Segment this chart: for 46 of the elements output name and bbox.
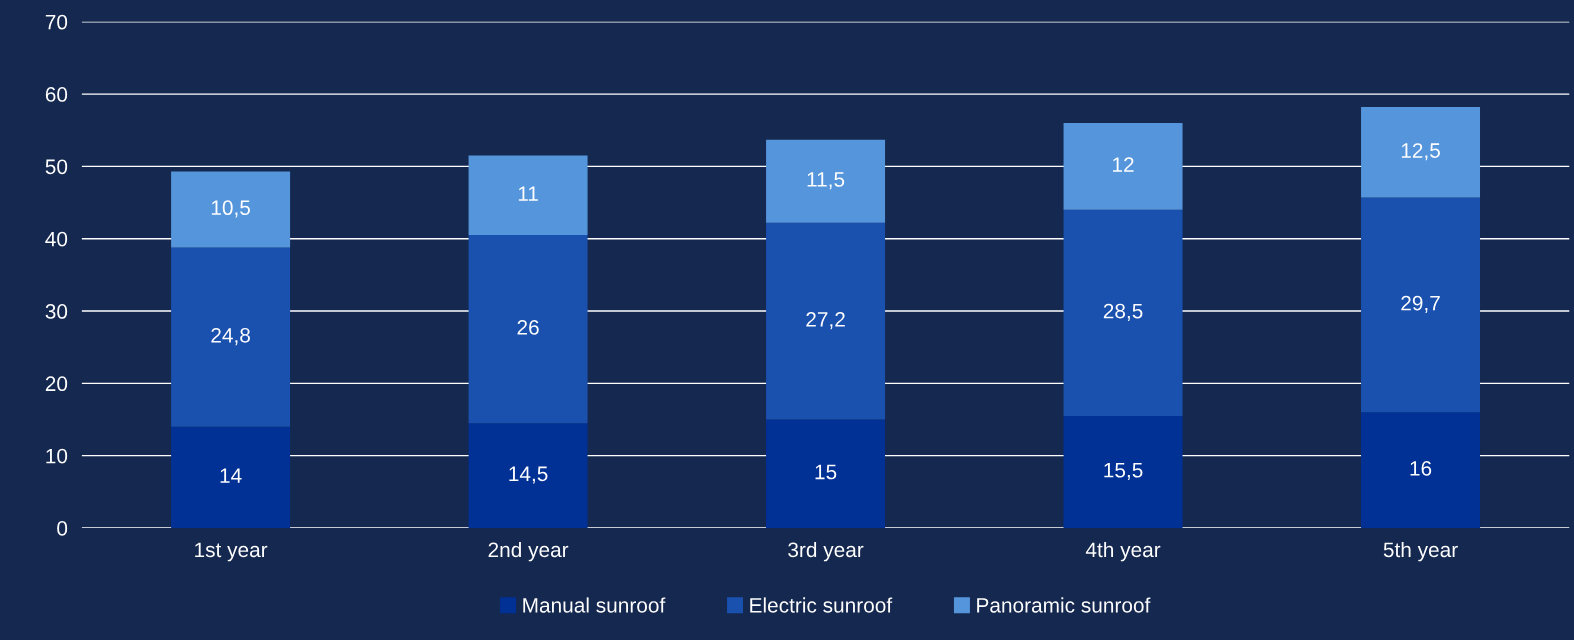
bar — [1361, 107, 1481, 198]
data-label: 27,2 — [806, 312, 845, 330]
legend-label: Manual sunroof — [523, 597, 666, 613]
data-label: 15 — [815, 464, 837, 480]
data-label: 12 — [1113, 157, 1134, 172]
data-label: 11 — [518, 186, 538, 201]
y-tick-label: 40 — [45, 231, 68, 247]
data-label: 26 — [517, 319, 539, 335]
data-label: 14 — [220, 468, 242, 483]
bar — [1063, 123, 1183, 210]
bar — [1361, 412, 1481, 528]
y-tick-label: 60 — [45, 87, 68, 102]
bar — [468, 423, 588, 528]
legend-label: Electric sunroof — [750, 597, 893, 613]
bar — [468, 155, 588, 236]
y-tick-label: 10 — [46, 448, 68, 464]
y-tick-label: 50 — [45, 159, 68, 175]
x-tick-label: 4th year — [1085, 541, 1161, 562]
x-tick-label: 1st year — [195, 542, 268, 562]
bar — [171, 426, 291, 528]
data-label: 24,8 — [211, 327, 250, 346]
y-tick-label: 0 — [57, 521, 68, 536]
bar — [468, 235, 588, 424]
bar — [766, 139, 886, 223]
data-label: 10,5 — [211, 200, 250, 218]
data-label: 28,5 — [1103, 303, 1143, 321]
y-tick-label: 30 — [45, 304, 68, 319]
data-label: 14,5 — [509, 466, 548, 484]
bar — [766, 222, 886, 420]
bar — [171, 171, 291, 248]
data-label: 16 — [1410, 460, 1432, 476]
y-tick-label: 20 — [45, 376, 68, 392]
data-label: 12,5 — [1401, 143, 1440, 161]
bar — [171, 247, 291, 427]
legend-label: Panoramic sunroof — [977, 597, 1151, 613]
bar — [1361, 197, 1481, 413]
data-label: 15,5 — [1104, 463, 1143, 481]
bar — [766, 419, 886, 528]
x-tick-label: 5th year — [1383, 541, 1458, 562]
data-label: 29,7 — [1401, 295, 1440, 313]
bar — [1063, 415, 1183, 528]
bar — [1063, 209, 1183, 416]
x-tick-label: 3rd year — [788, 541, 864, 562]
data-label: 11,5 — [807, 172, 845, 190]
y-tick-label: 70 — [45, 14, 68, 30]
x-tick-label: 2nd year — [488, 541, 569, 562]
